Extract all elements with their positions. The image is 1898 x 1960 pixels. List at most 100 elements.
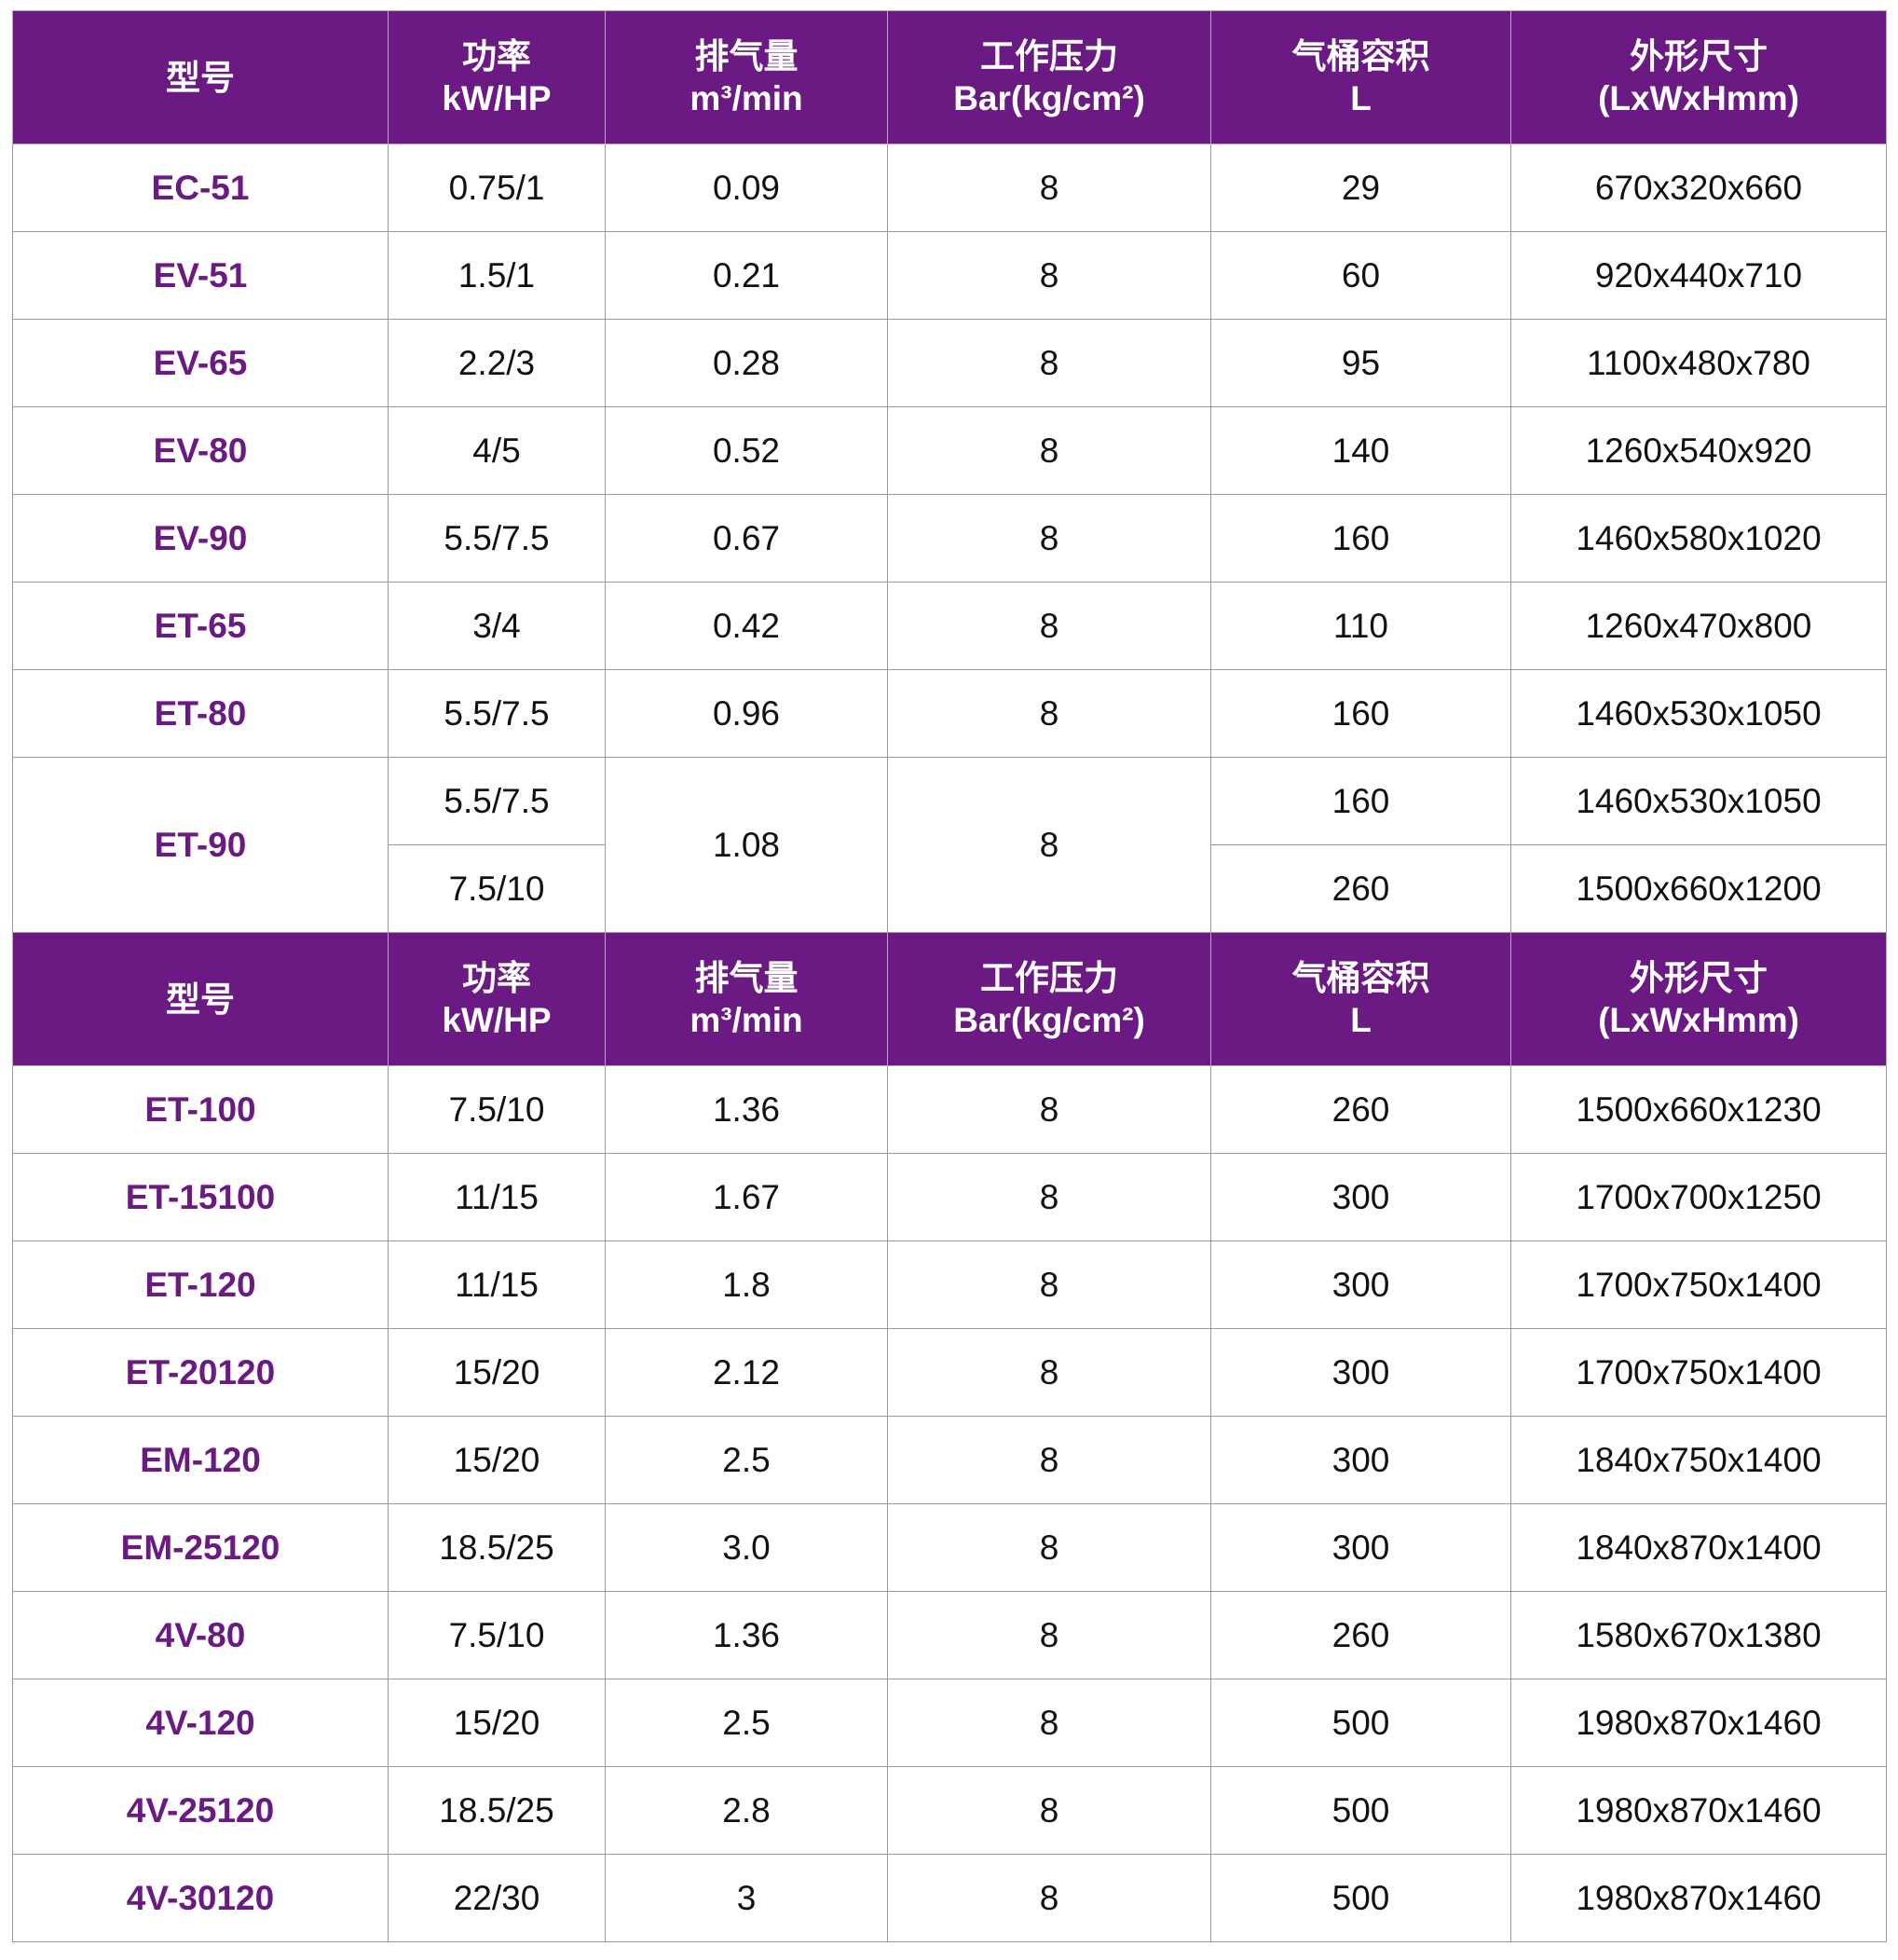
header-pressure: 工作压力 Bar(kg/cm²) xyxy=(887,932,1211,1066)
size-cell: 1700x700x1250 xyxy=(1510,1153,1887,1241)
power-cell: 7.5/10 xyxy=(388,844,606,933)
size-cell: 1840x750x1400 xyxy=(1510,1416,1887,1504)
table-row: EV-90 5.5/7.5 0.67 8 160 1460x580x1020 xyxy=(12,494,1887,583)
header-flow-line: 排气量 xyxy=(694,37,799,75)
model-cell: ET-90 xyxy=(12,757,389,933)
table-row: ET-100 7.5/10 1.36 8 260 1500x660x1230 xyxy=(12,1065,1887,1154)
header-tank-line: L xyxy=(1350,79,1372,117)
tank-cell: 160 xyxy=(1210,757,1511,845)
power-cell: 11/15 xyxy=(388,1153,606,1241)
power-cell: 15/20 xyxy=(388,1679,606,1767)
header-pressure-line: 工作压力 xyxy=(980,37,1118,75)
size-cell: 1980x870x1460 xyxy=(1510,1679,1887,1767)
flow-cell: 3.0 xyxy=(605,1503,888,1592)
table-row: 7.5/10 260 1500x660x1200 xyxy=(13,844,1887,933)
table-row: ET-120 11/15 1.8 8 300 1700x750x1400 xyxy=(12,1240,1887,1329)
pressure-cell: 8 xyxy=(887,582,1211,670)
header-pressure-line: 工作压力 xyxy=(980,959,1118,997)
table-row: 4V-30120 22/30 3 8 500 1980x870x1460 xyxy=(12,1854,1887,1942)
table-row: ET-80 5.5/7.5 0.96 8 160 1460x530x1050 xyxy=(12,669,1887,758)
table-row: 4V-120 15/20 2.5 8 500 1980x870x1460 xyxy=(12,1679,1887,1767)
power-cell: 15/20 xyxy=(388,1328,606,1417)
flow-cell: 0.67 xyxy=(605,494,888,583)
size-cell: 920x440x710 xyxy=(1510,231,1887,320)
table-row: EM-25120 18.5/25 3.0 8 300 1840x870x1400 xyxy=(12,1503,1887,1592)
model-cell: ET-80 xyxy=(12,669,389,758)
power-cell: 7.5/10 xyxy=(388,1591,606,1679)
size-cell: 1700x750x1400 xyxy=(1510,1328,1887,1417)
flow-cell: 1.67 xyxy=(605,1153,888,1241)
tank-cell: 160 xyxy=(1210,494,1511,583)
header-size-line: (LxWxHmm) xyxy=(1598,1001,1799,1039)
model-cell: EV-80 xyxy=(12,406,389,495)
header-flow: 排气量 m³/min xyxy=(605,10,888,144)
size-cell: 1460x530x1050 xyxy=(1510,757,1887,845)
header-power: 功率 kW/HP xyxy=(388,10,606,144)
spec-table: 型号 功率 kW/HP 排气量 m³/min 工作压力 Bar(kg/cm²) 气桶容积 L 外形… xyxy=(12,10,1887,1942)
model-cell: 4V-80 xyxy=(12,1591,389,1679)
tank-cell: 300 xyxy=(1210,1328,1511,1417)
header-pressure-line: Bar(kg/cm²) xyxy=(953,1001,1145,1039)
size-cell: 1500x660x1200 xyxy=(1510,844,1887,933)
power-cell: 11/15 xyxy=(388,1240,606,1329)
tank-cell: 29 xyxy=(1210,144,1511,232)
size-cell: 1460x580x1020 xyxy=(1510,494,1887,583)
table-row: ET-65 3/4 0.42 8 110 1260x470x800 xyxy=(12,582,1887,670)
table-row: ET-15100 11/15 1.67 8 300 1700x700x1250 xyxy=(12,1153,1887,1241)
header-row: 型号 功率 kW/HP 排气量 m³/min 工作压力 Bar(kg/cm²) 气桶容积 L 外形… xyxy=(12,10,1887,144)
power-cell: 5.5/7.5 xyxy=(388,494,606,583)
pressure-cell: 8 xyxy=(887,1591,1211,1679)
header-flow-line: 排气量 xyxy=(694,959,799,997)
power-cell: 4/5 xyxy=(388,406,606,495)
model-cell: EV-51 xyxy=(12,231,389,320)
size-cell: 1580x670x1380 xyxy=(1510,1591,1887,1679)
header-tank: 气桶容积 L xyxy=(1210,932,1511,1066)
size-cell: 1500x660x1230 xyxy=(1510,1065,1887,1154)
flow-cell: 0.21 xyxy=(605,231,888,320)
power-cell: 5.5/7.5 xyxy=(388,757,606,845)
flow-cell: 2.8 xyxy=(605,1766,888,1855)
flow-cell: 3 xyxy=(605,1854,888,1942)
tank-cell: 500 xyxy=(1210,1854,1511,1942)
pressure-cell: 8 xyxy=(887,1240,1211,1329)
pressure-cell: 8 xyxy=(887,1065,1211,1154)
header-model-line: 型号 xyxy=(166,58,235,97)
tank-cell: 500 xyxy=(1210,1679,1511,1767)
power-cell: 18.5/25 xyxy=(388,1766,606,1855)
flow-cell: 0.28 xyxy=(605,319,888,407)
size-cell: 1100x480x780 xyxy=(1510,319,1887,407)
tank-cell: 300 xyxy=(1210,1240,1511,1329)
header-flow-line: m³/min xyxy=(690,79,803,117)
header-size-line: 外形尺寸 xyxy=(1630,37,1768,75)
size-cell: 1840x870x1400 xyxy=(1510,1503,1887,1592)
model-cell: EC-51 xyxy=(12,144,389,232)
size-cell: 1260x540x920 xyxy=(1510,406,1887,495)
pressure-cell: 8 xyxy=(887,1766,1211,1855)
tank-cell: 300 xyxy=(1210,1503,1511,1592)
table-row: EV-51 1.5/1 0.21 8 60 920x440x710 xyxy=(12,231,1887,320)
header-pressure: 工作压力 Bar(kg/cm²) xyxy=(887,10,1211,144)
model-cell: ET-20120 xyxy=(12,1328,389,1417)
header-tank-line: 气桶容积 xyxy=(1291,37,1430,75)
tank-cell: 260 xyxy=(1210,844,1511,933)
pressure-cell: 8 xyxy=(887,406,1211,495)
size-cell: 670x320x660 xyxy=(1510,144,1887,232)
flow-cell: 0.09 xyxy=(605,144,888,232)
power-cell: 7.5/10 xyxy=(388,1065,606,1154)
pressure-cell: 8 xyxy=(887,757,1211,933)
tank-cell: 260 xyxy=(1210,1591,1511,1679)
power-cell: 22/30 xyxy=(388,1854,606,1942)
power-cell: 5.5/7.5 xyxy=(388,669,606,758)
header-size-line: 外形尺寸 xyxy=(1630,959,1768,997)
tank-cell: 300 xyxy=(1210,1153,1511,1241)
header-size: 外形尺寸 (LxWxHmm) xyxy=(1510,932,1887,1066)
tank-cell: 300 xyxy=(1210,1416,1511,1504)
flow-cell: 1.36 xyxy=(605,1065,888,1154)
model-cell: EM-25120 xyxy=(12,1503,389,1592)
table-row: 4V-25120 18.5/25 2.8 8 500 1980x870x1460 xyxy=(12,1766,1887,1855)
pressure-cell: 8 xyxy=(887,1328,1211,1417)
header-model: 型号 xyxy=(12,932,389,1066)
power-cell: 2.2/3 xyxy=(388,319,606,407)
size-cell: 1260x470x800 xyxy=(1510,582,1887,670)
table-row: EC-51 0.75/1 0.09 8 29 670x320x660 xyxy=(12,144,1887,232)
